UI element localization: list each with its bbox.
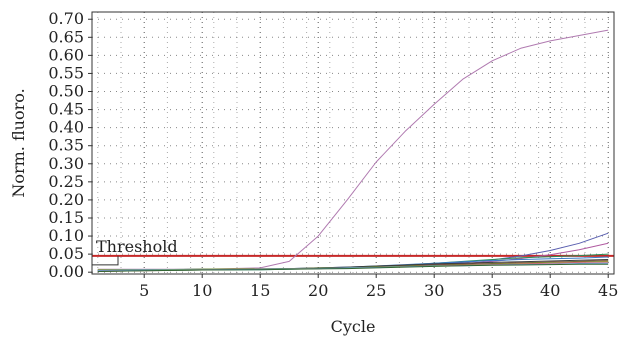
x-tick-label: 20 <box>308 281 328 300</box>
y-tick-label: 0.45 <box>48 100 84 119</box>
y-tick-label: 0.10 <box>48 226 84 245</box>
threshold-bracket <box>92 255 119 266</box>
threshold-label: Threshold <box>96 237 178 256</box>
x-tick-label: 15 <box>250 281 270 300</box>
threshold-layer <box>92 254 614 266</box>
x-tick-label: 5 <box>139 281 149 300</box>
y-tick-label: 0.00 <box>48 262 84 281</box>
amplification-curve <box>97 29 609 270</box>
y-tick-label: 0.05 <box>48 244 84 263</box>
y-tick-label: 0.70 <box>48 9 84 28</box>
y-axis-title: Norm. fluoro. <box>9 88 28 197</box>
y-tick-label: 0.40 <box>48 118 84 137</box>
x-tick-label: 30 <box>424 281 444 300</box>
y-tick-label: 0.55 <box>48 63 84 82</box>
amplification-curve <box>97 263 609 272</box>
y-tick-label: 0.20 <box>48 190 84 209</box>
tick-layer: 0.000.050.100.150.200.250.300.350.400.45… <box>48 9 618 300</box>
y-tick-label: 0.15 <box>48 208 84 227</box>
x-tick-label: 10 <box>192 281 212 300</box>
y-tick-label: 0.25 <box>48 172 84 191</box>
y-tick-label: 0.65 <box>48 27 84 46</box>
x-tick-label: 45 <box>598 281 618 300</box>
y-tick-label: 0.60 <box>48 45 84 64</box>
x-tick-label: 25 <box>366 281 386 300</box>
y-tick-label: 0.35 <box>48 136 84 155</box>
grid-layer <box>92 12 614 274</box>
series-layer <box>97 29 609 272</box>
x-tick-label: 35 <box>482 281 502 300</box>
x-tick-label: 40 <box>540 281 560 300</box>
x-axis-title: Cycle <box>331 317 376 336</box>
y-tick-label: 0.30 <box>48 154 84 173</box>
y-tick-label: 0.50 <box>48 82 84 101</box>
plot-frame <box>91 11 615 275</box>
